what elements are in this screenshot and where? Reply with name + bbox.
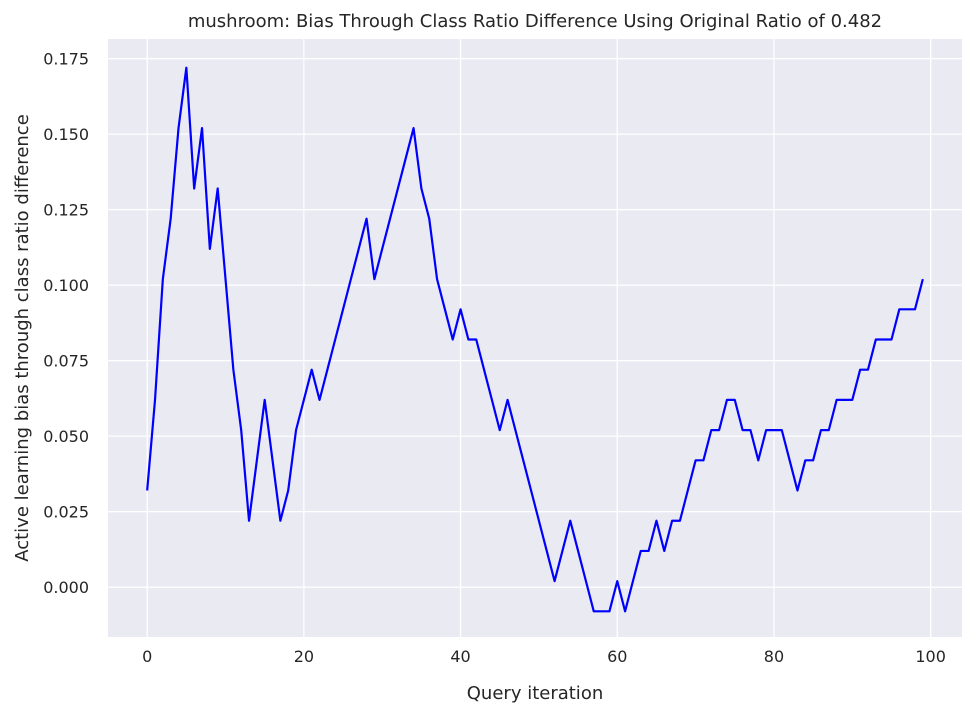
x-tick-label: 40: [450, 647, 470, 666]
series-layer: [146, 66, 924, 613]
plot-background: [108, 39, 962, 637]
y-tick-label: 0.175: [43, 50, 89, 69]
y-tick-label: 0.125: [43, 201, 89, 220]
x-tick-label: 20: [294, 647, 314, 666]
x-tick-label: 0: [142, 647, 152, 666]
series-line: [146, 66, 924, 613]
y-tick-label: 0.100: [43, 276, 89, 295]
x-axis-label: Query iteration: [467, 683, 603, 704]
y-tick-label: 0.000: [43, 578, 89, 597]
y-tick-label: 0.050: [43, 427, 89, 446]
y-tick-label: 0.075: [43, 352, 89, 371]
y-tick-labels: 0.000 0.025 0.050 0.075 0.100 0.125 0.150 0.175: [43, 50, 89, 598]
x-tick-label: 80: [764, 647, 784, 666]
y-axis-label: Active learning bias through class ratio…: [12, 114, 33, 562]
x-tick-label: 60: [607, 647, 627, 666]
x-tick-labels: 0 20 40 60 80 100: [142, 647, 946, 666]
y-tick-label: 0.150: [43, 125, 89, 144]
y-tick-label: 0.025: [43, 503, 89, 522]
grid-lines: [108, 39, 962, 637]
chart-title: mushroom: Bias Through Class Ratio Diffe…: [188, 11, 882, 32]
x-tick-label: 100: [915, 647, 946, 666]
